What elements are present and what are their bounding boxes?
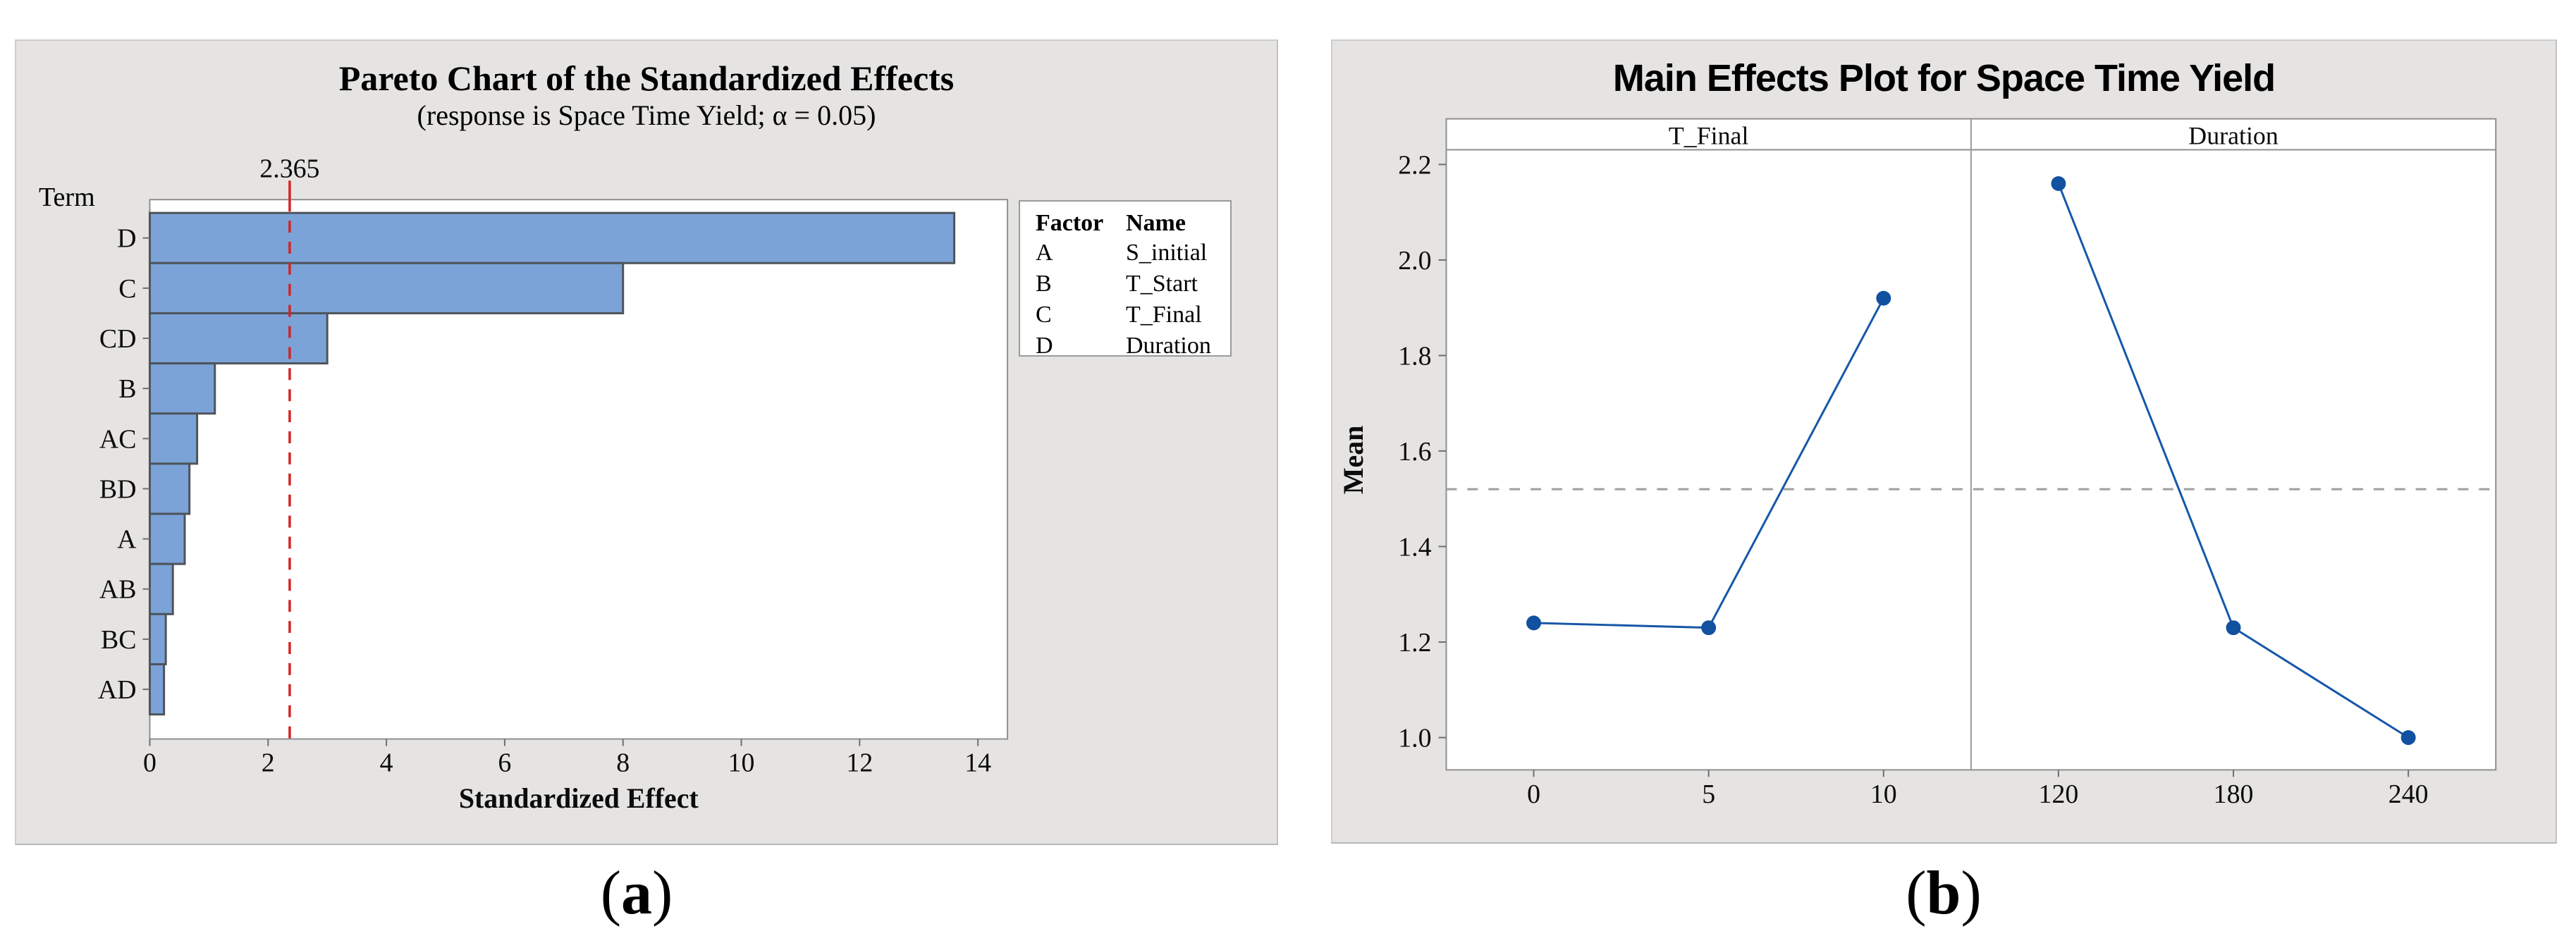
figure-b-panel: Main Effects Plot for Space Time Yield 2… xyxy=(1331,39,2557,844)
data-point-T_Final-10 xyxy=(1876,290,1891,306)
figure-b-title: Main Effects Plot for Space Time Yield xyxy=(1612,57,2276,99)
category-label-B: B xyxy=(118,374,136,404)
y-tick-label-1.8: 1.8 xyxy=(1398,341,1431,371)
category-label-A: A xyxy=(117,525,137,555)
x-tick-label-2: 2 xyxy=(262,748,275,777)
x-tick-label-12: 12 xyxy=(846,748,873,777)
bar-A xyxy=(148,512,186,565)
legend-name-a: S_initial xyxy=(1126,240,1208,266)
caption-b-letter: b xyxy=(1926,859,1961,927)
legend-factor-a: A xyxy=(1036,240,1053,266)
pareto-chart: DC CD B AC BD A AB BC AD 0 2 4 6 8 10 12 14 Standardized … xyxy=(98,154,1009,814)
y-tick-label-1: 1.0 xyxy=(1398,723,1431,753)
figure-a-y-axis-title: Term xyxy=(39,183,95,212)
x-tick-label-5: 5 xyxy=(1702,779,1715,809)
panel-label-Duration: Duration xyxy=(2188,121,2278,149)
category-label-D: D xyxy=(117,224,136,254)
x-tick-label-14: 14 xyxy=(964,748,991,777)
y-axis-title: Mean xyxy=(1337,426,1369,494)
bar-BD xyxy=(148,462,191,515)
caption-a-letter: a xyxy=(621,859,652,927)
x-tick-label-240: 240 xyxy=(2388,779,2429,809)
legend-header-name: Name xyxy=(1126,210,1186,236)
category-label-C: C xyxy=(118,274,136,304)
data-point-T_Final-0 xyxy=(1526,615,1542,631)
category-label-AB: AB xyxy=(99,575,137,605)
caption-b-close: ) xyxy=(1961,859,1982,927)
x-tick-label-8: 8 xyxy=(616,748,630,777)
x-axis-title: Standardized Effect xyxy=(459,782,699,814)
bar-D xyxy=(148,211,956,264)
category-label-BC: BC xyxy=(101,625,137,655)
panel-label-T_Final: T_Final xyxy=(1669,121,1749,149)
y-tick-label-1.2: 1.2 xyxy=(1398,628,1431,658)
category-label-BD: BD xyxy=(99,474,137,504)
caption-a: (a) xyxy=(496,863,778,925)
x-tick-label-180: 180 xyxy=(2214,779,2254,809)
category-label-AC: AC xyxy=(99,424,137,454)
main-effects-plot: 2.2 2.0 1.8 1.6 1.4 1.2 1.0 T_Final 0 5 10 Duration… xyxy=(1337,118,2497,809)
caption-a-close: ) xyxy=(652,859,673,927)
legend-header-factor: Factor xyxy=(1036,210,1104,236)
figure-a-title: Pareto Chart of the Standardized Effects xyxy=(338,58,955,98)
y-tick-label-1.6: 1.6 xyxy=(1398,437,1431,467)
factor-legend: Factor Name A S_initial B T_Start C T_Fi… xyxy=(1019,200,1232,359)
y-tick-label-2: 2.0 xyxy=(1398,246,1431,276)
legend-factor-c: C xyxy=(1036,302,1052,328)
legend-name-b: T_Start xyxy=(1126,271,1198,297)
data-point-T_Final-5 xyxy=(1701,620,1717,636)
bar-AB xyxy=(148,562,174,615)
caption-a-open: ( xyxy=(600,859,621,927)
figure-a-subtitle: (response is Space Time Yield; α = 0.05) xyxy=(417,99,876,131)
bar-BC xyxy=(148,612,167,665)
bar-AC xyxy=(148,412,199,465)
x-tick-label-10: 10 xyxy=(1870,779,1897,809)
legend-factor-b: B xyxy=(1036,271,1052,297)
bar-CD xyxy=(148,312,329,365)
legend-name-d: Duration xyxy=(1126,333,1211,359)
y-tick-label-1.4: 1.4 xyxy=(1398,532,1431,562)
legend-name-c: T_Final xyxy=(1126,302,1202,328)
figure-a-panel: Pareto Chart of the Standardized Effects… xyxy=(15,39,1278,845)
category-label-AD: AD xyxy=(98,675,137,705)
bar-B xyxy=(148,362,216,415)
reference-line-label: 2.365 xyxy=(259,154,319,183)
x-tick-label-0: 0 xyxy=(1527,779,1540,809)
bar-AD xyxy=(148,662,166,716)
bar-C xyxy=(148,261,625,314)
x-tick-label-0: 0 xyxy=(143,748,157,777)
data-point-Duration-120 xyxy=(2051,176,2066,191)
category-label-CD: CD xyxy=(99,324,137,354)
x-tick-label-120: 120 xyxy=(2039,779,2079,809)
x-tick-label-4: 4 xyxy=(380,748,393,777)
x-tick-label-6: 6 xyxy=(498,748,511,777)
legend-factor-d: D xyxy=(1036,333,1053,359)
caption-b: (b) xyxy=(1803,863,2085,925)
x-tick-label-10: 10 xyxy=(728,748,755,777)
data-point-Duration-180 xyxy=(2226,620,2241,636)
y-tick-label-2.2: 2.2 xyxy=(1398,150,1431,180)
data-point-Duration-240 xyxy=(2400,730,2416,745)
caption-b-open: ( xyxy=(1906,859,1927,927)
